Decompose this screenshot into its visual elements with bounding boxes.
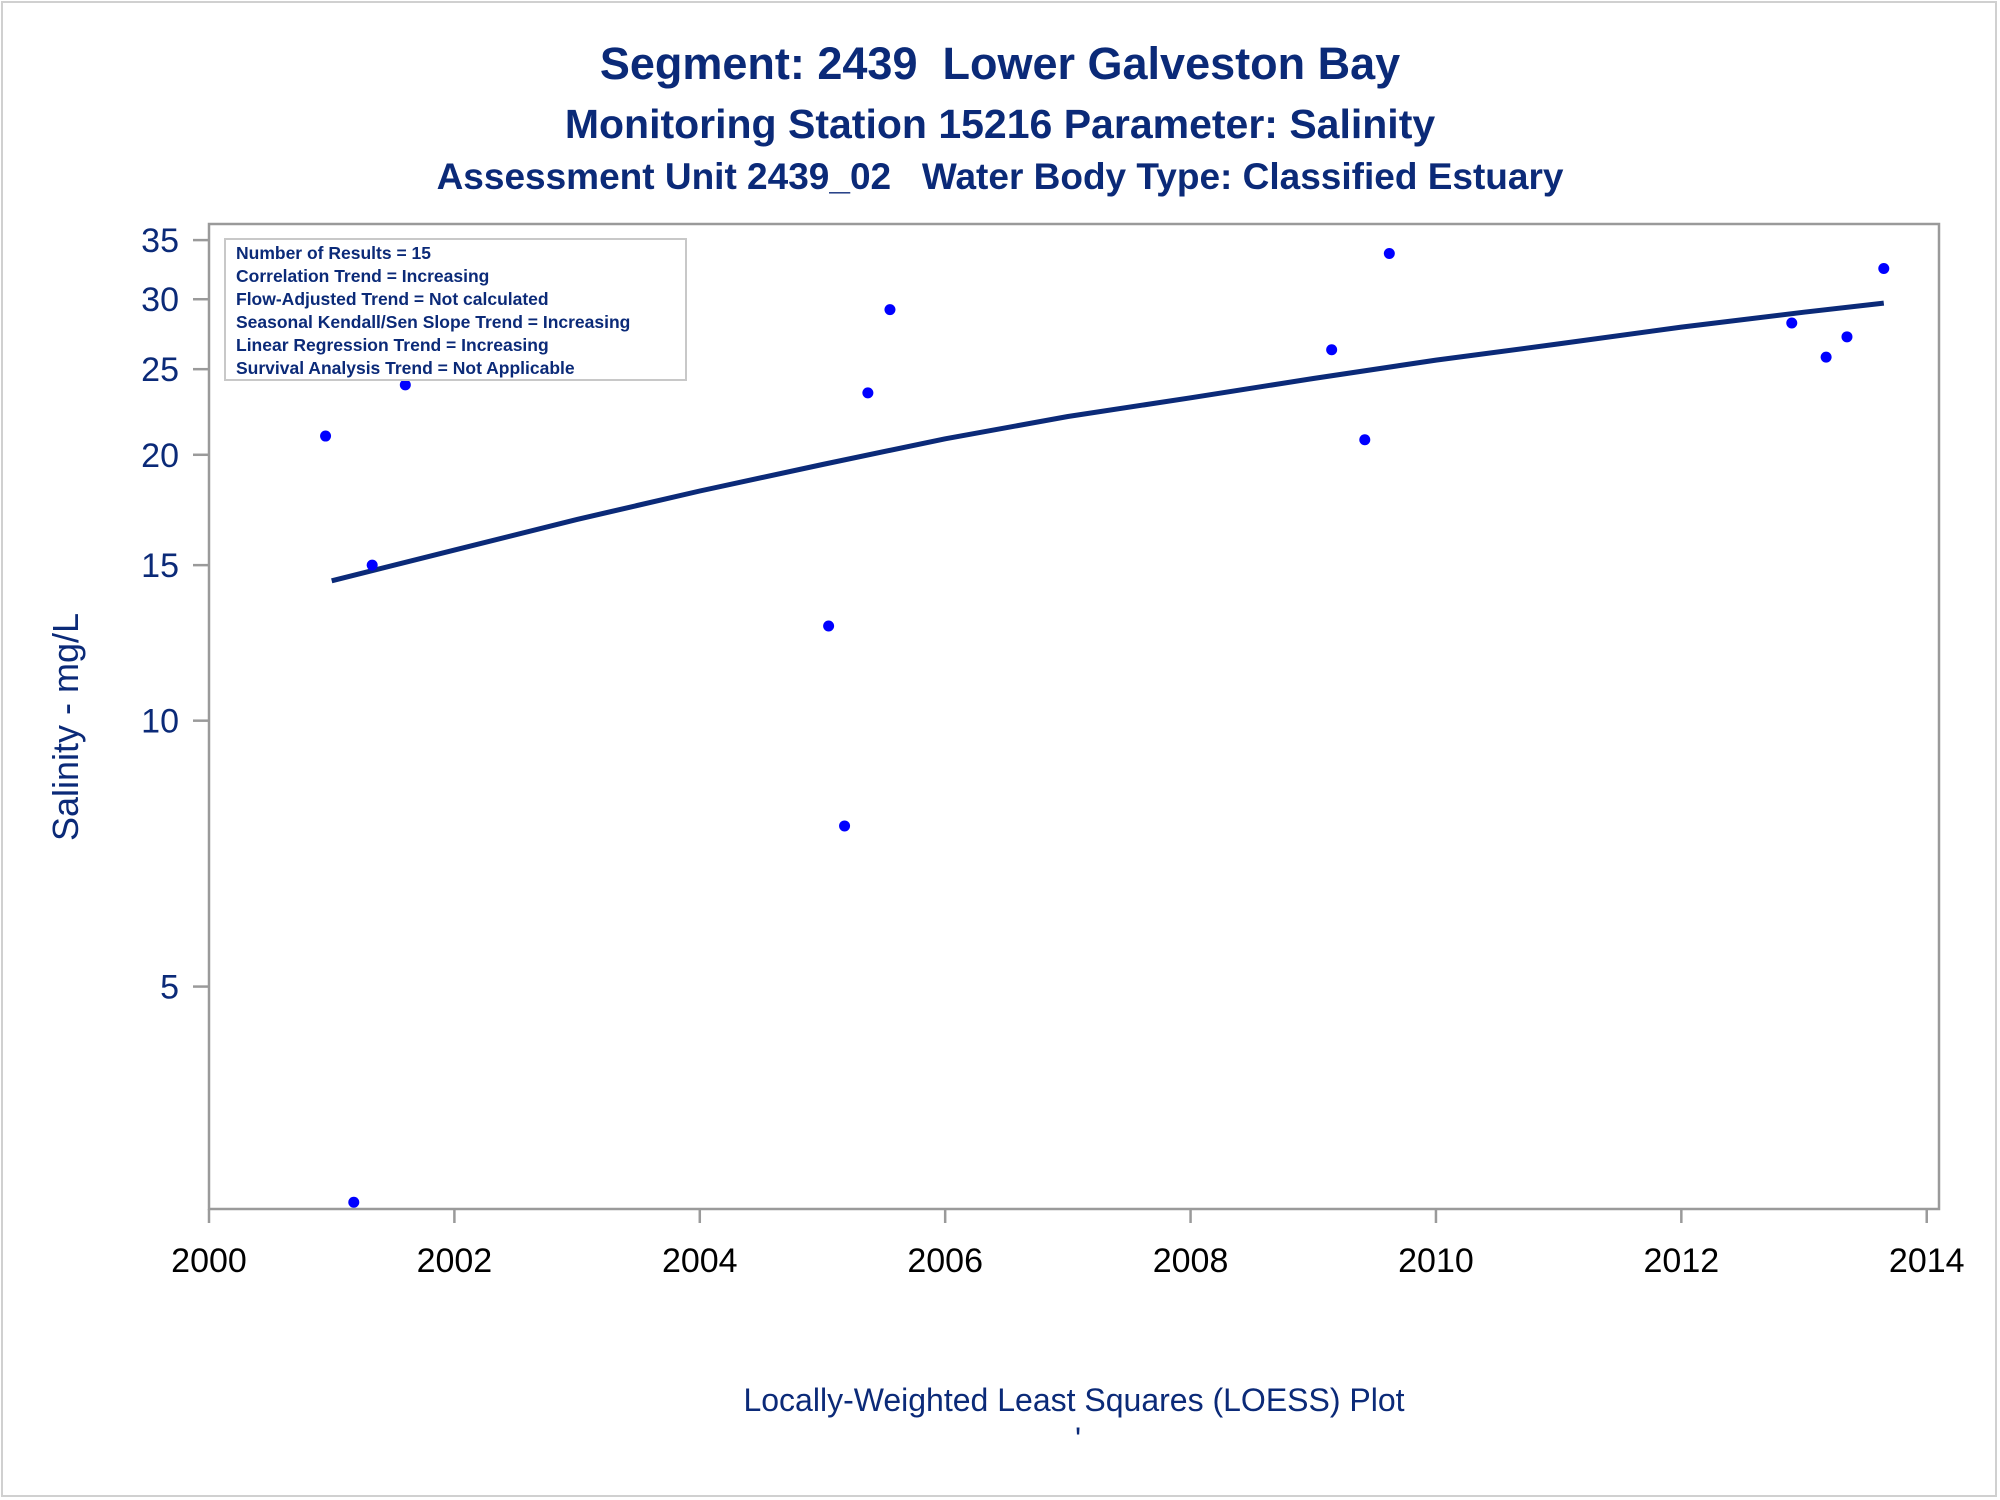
- data-point: [884, 304, 896, 316]
- x-axis: 2000 2002 2004 2006 2008 2010 2012 2014: [171, 1209, 1965, 1280]
- x-tick-label: 2014: [1889, 1242, 1965, 1280]
- plot-area: [207, 222, 1941, 1211]
- x-tick-label: 2008: [1153, 1242, 1229, 1280]
- data-point: [839, 820, 851, 832]
- stats-box: Number of Results = 15 Correlation Trend …: [224, 238, 687, 381]
- y-tick-label: 10: [141, 703, 179, 741]
- data-point: [348, 1196, 360, 1208]
- data-point: [823, 620, 835, 632]
- y-tick-label: 35: [141, 222, 179, 260]
- y-tick-label: 20: [141, 437, 179, 475]
- loess-trend-line: [331, 300, 1885, 584]
- y-tick-label: 30: [141, 281, 179, 319]
- data-point: [862, 387, 874, 399]
- data-point: [1878, 263, 1890, 275]
- data-point: [1383, 247, 1395, 259]
- x-tick-label: 2000: [171, 1242, 247, 1280]
- x-tick-label: 2006: [907, 1242, 983, 1280]
- stats-line: Seasonal Kendall/Sen Slope Trend = Incre…: [236, 312, 630, 332]
- data-point: [1786, 317, 1798, 329]
- stats-line: Survival Analysis Trend = Not Applicable: [236, 358, 575, 378]
- data-point: [1841, 331, 1853, 343]
- stats-line: Number of Results = 15: [236, 243, 431, 263]
- footnote-mark: ': [1075, 1421, 1081, 1457]
- data-point: [1359, 434, 1371, 446]
- y-tick-label: 5: [160, 969, 179, 1007]
- x-tick-label: 2010: [1398, 1242, 1474, 1280]
- x-tick-label: 2004: [662, 1242, 738, 1280]
- x-tick-label: 2002: [417, 1242, 493, 1280]
- data-point: [1326, 344, 1338, 356]
- stats-line: Correlation Trend = Increasing: [236, 266, 489, 286]
- x-axis-title: Locally-Weighted Least Squares (LOESS) P…: [743, 1382, 1404, 1418]
- chart-title: Segment: 2439 Lower Galveston Bay: [599, 38, 1401, 89]
- chart-subtitle: Monitoring Station 15216 Parameter: Sali…: [564, 101, 1436, 147]
- y-axis-title: Salinity - mg/L: [45, 613, 86, 841]
- series-layer: [320, 247, 1890, 1208]
- y-tick-label: 25: [141, 351, 179, 389]
- y-tick-label: 15: [141, 547, 179, 585]
- y-axis: 5 10 15 20 25 30 35: [141, 222, 209, 1007]
- data-point: [320, 430, 332, 442]
- x-tick-label: 2012: [1644, 1242, 1720, 1280]
- stats-line: Flow-Adjusted Trend = Not calculated: [236, 289, 549, 309]
- data-point: [1820, 351, 1832, 363]
- data-point: [399, 379, 411, 391]
- data-point: [366, 559, 378, 571]
- chart-subtitle-2: Assessment Unit 2439_02 Water Body Type:…: [436, 156, 1564, 197]
- stats-line: Linear Regression Trend = Increasing: [236, 335, 549, 355]
